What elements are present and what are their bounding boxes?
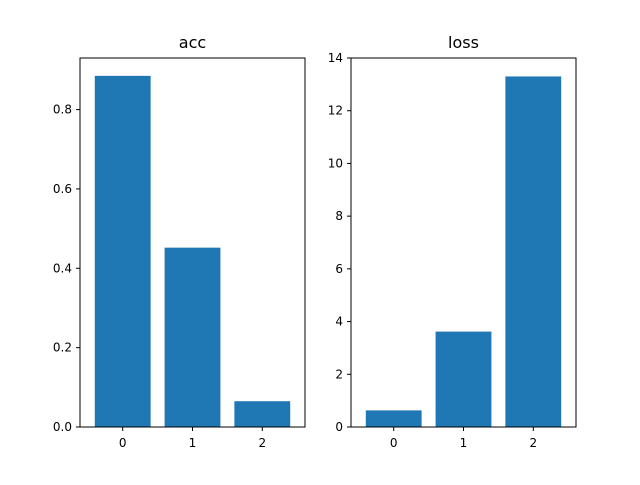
loss-ytick-label-7: 14 xyxy=(328,51,343,65)
acc-ytick-label-1: 0.2 xyxy=(53,341,72,355)
loss-ytick-label-6: 12 xyxy=(328,104,343,118)
acc-bar-2 xyxy=(234,401,291,427)
acc-ytick-label-0: 0.0 xyxy=(53,420,72,434)
loss-bar-1 xyxy=(435,331,492,427)
acc-ytick-label-2: 0.4 xyxy=(53,261,72,275)
loss-ytick-label-2: 4 xyxy=(335,315,343,329)
loss-ytick-label-3: 6 xyxy=(335,262,343,276)
acc-xtick-label-0: 0 xyxy=(119,436,127,450)
loss-ytick-label-0: 0 xyxy=(335,420,343,434)
acc-ytick-label-3: 0.6 xyxy=(53,182,72,196)
acc-xtick-label-2: 2 xyxy=(258,436,266,450)
loss-ytick-label-1: 2 xyxy=(335,367,343,381)
loss-bar-0 xyxy=(365,410,422,427)
loss-ytick-label-5: 10 xyxy=(328,156,343,170)
loss-xtick-label-0: 0 xyxy=(390,436,398,450)
acc-xtick-label-1: 1 xyxy=(189,436,197,450)
loss-ytick-label-4: 8 xyxy=(335,209,343,223)
loss-xtick-label-2: 2 xyxy=(529,436,537,450)
loss-bar-2 xyxy=(505,76,562,427)
loss-subplot-title: loss xyxy=(448,33,479,52)
acc-ytick-label-4: 0.8 xyxy=(53,103,72,117)
acc-subplot-title: acc xyxy=(179,33,206,52)
acc-bar-0 xyxy=(94,75,151,428)
acc-bar-1 xyxy=(164,247,221,427)
acc-subplot: acc 0 1 2 0.0 0.2 0.4 0.6 0.8 xyxy=(53,33,306,450)
loss-xtick-label-1: 1 xyxy=(460,436,468,450)
